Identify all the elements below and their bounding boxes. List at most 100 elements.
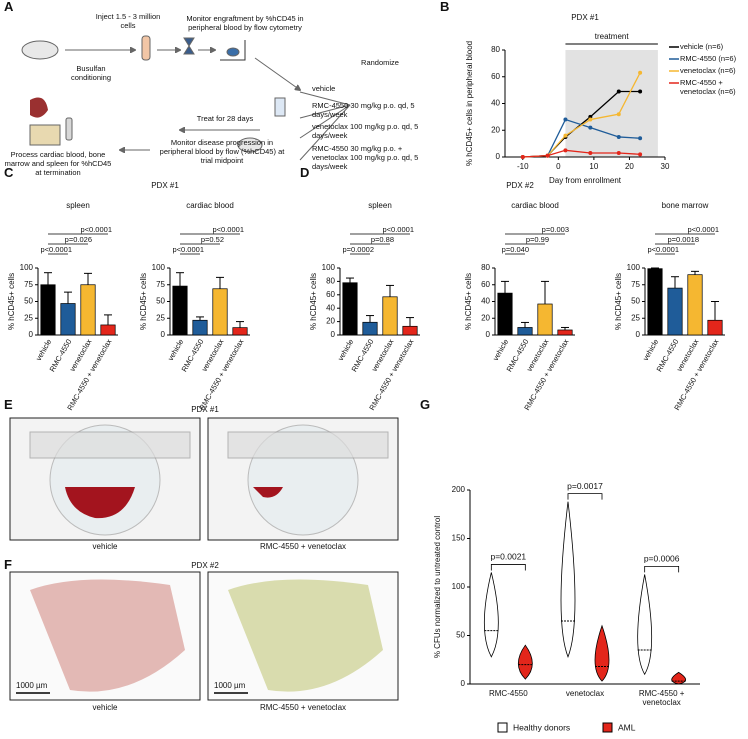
chart-title: spleen: [368, 201, 392, 210]
chart-title: cardiac blood: [186, 201, 234, 210]
series-line: [522, 149, 641, 158]
y-tick-label: 100: [627, 263, 641, 272]
bar: [557, 329, 573, 336]
x-tick-label: RMC-4550: [488, 689, 528, 698]
x-tick-label: 20: [625, 162, 634, 171]
scale-bar-label: 1000 µm: [214, 681, 246, 690]
group-title: PDX #1: [151, 181, 179, 190]
p-value: p=0.0006: [644, 554, 680, 564]
bar: [687, 274, 703, 336]
y-tick-label: 50: [456, 631, 465, 640]
y-tick-label: 100: [152, 263, 166, 272]
chart-title: bone marrow: [662, 201, 709, 210]
y-tick-label: 150: [452, 534, 466, 543]
p-value: p<0.0001: [213, 225, 245, 234]
tissue-section: [30, 579, 185, 692]
legend-label: AML: [618, 722, 636, 732]
photo-title: PDX #2: [191, 561, 219, 570]
y-tick-label: 60: [481, 280, 490, 289]
schematic-text: Inject 1.5 - 3 million cells: [95, 12, 161, 30]
bar: [212, 288, 228, 336]
schematic-text: Busulfan conditioning: [70, 64, 112, 82]
bar: [647, 268, 663, 336]
violin: [637, 574, 653, 676]
spleen-tissue: [253, 487, 283, 498]
y-axis-label: % hCD45+ cells: [139, 273, 148, 330]
x-tick-label: vehicle: [641, 337, 660, 362]
data-point: [563, 133, 568, 138]
y-tick-label: 100: [322, 263, 336, 272]
photo-title: PDX #1: [191, 405, 219, 414]
y-tick-label: 80: [491, 45, 500, 54]
p-value: p=0.99: [526, 235, 549, 244]
group-title: PDX #2: [506, 181, 534, 190]
y-tick-label: 80: [326, 277, 335, 286]
y-tick-label: 50: [631, 297, 640, 306]
x-tick-label: vehicle: [491, 337, 510, 362]
y-tick-label: 20: [326, 317, 335, 326]
data-point: [638, 152, 643, 157]
violin: [517, 644, 533, 680]
p-value: p=0.040: [502, 245, 529, 254]
legend-label: Healthy donors: [513, 722, 570, 732]
data-point: [616, 89, 621, 94]
bar: [60, 303, 76, 336]
schematic-text: Monitor disease progression in periphera…: [159, 138, 285, 165]
violin: [560, 501, 576, 658]
comparison-bracket: [567, 493, 603, 500]
p-value: p<0.0001: [648, 245, 680, 254]
x-tick-label: vehicle: [166, 337, 185, 362]
legend-entry: RMC-4550 + venetoclax (n=6): [680, 78, 736, 96]
schematic-text: Treat for 28 days: [196, 114, 254, 123]
p-value: p<0.0001: [41, 245, 73, 254]
bar: [192, 319, 208, 336]
p-value: p=0.003: [542, 225, 569, 234]
treatment-shade: [565, 50, 658, 157]
data-point: [588, 125, 593, 130]
schematic-art: [21, 35, 351, 161]
panel-letter: F: [4, 557, 12, 572]
arm-text: venetoclax 100 mg/kg p.o. qd, 5 days/wee…: [312, 122, 419, 140]
y-tick-label: 40: [491, 99, 500, 108]
bar: [172, 285, 188, 336]
panel-letter: C: [4, 165, 14, 180]
bar: [402, 325, 418, 336]
chart-title: cardiac blood: [511, 201, 559, 210]
violin: [483, 572, 499, 658]
bar: [362, 321, 378, 336]
ruler: [29, 431, 191, 459]
y-tick-label: 0: [461, 679, 466, 688]
violin: [594, 624, 610, 682]
y-tick-label: 50: [24, 297, 33, 306]
bar: [80, 284, 96, 336]
spleen-tissue: [65, 487, 135, 519]
tissue-section: [228, 579, 383, 692]
comparison-bracket: [644, 565, 680, 573]
bar: [342, 282, 358, 336]
y-tick-label: 20: [491, 125, 500, 134]
p-value: p<0.0001: [173, 245, 205, 254]
y-tick-label: 0: [29, 330, 34, 339]
data-point: [616, 150, 621, 155]
y-axis-label: % hCD45+ cells: [309, 273, 318, 330]
y-tick-label: 0: [161, 330, 166, 339]
data-point: [588, 150, 593, 155]
arm-text: vehicle: [312, 84, 336, 93]
p-value: p=0.88: [371, 235, 394, 244]
bar: [517, 327, 533, 336]
bar: [382, 296, 398, 336]
p-value: p=0.026: [65, 235, 92, 244]
y-tick-label: 60: [326, 290, 335, 299]
y-tick-label: 50: [156, 297, 165, 306]
photo-caption: RMC-4550 + venetoclax: [260, 542, 346, 551]
photo-caption: vehicle: [93, 703, 118, 712]
schematic-text: Randomize: [361, 58, 399, 67]
panel-letter: D: [300, 165, 310, 180]
x-tick-label: -10: [517, 162, 529, 171]
photo-caption: RMC-4550 + venetoclax: [260, 703, 346, 712]
y-tick-label: 0: [331, 330, 336, 339]
data-point: [545, 153, 550, 158]
y-tick-label: 20: [481, 313, 490, 322]
p-value: p<0.0001: [688, 225, 720, 234]
